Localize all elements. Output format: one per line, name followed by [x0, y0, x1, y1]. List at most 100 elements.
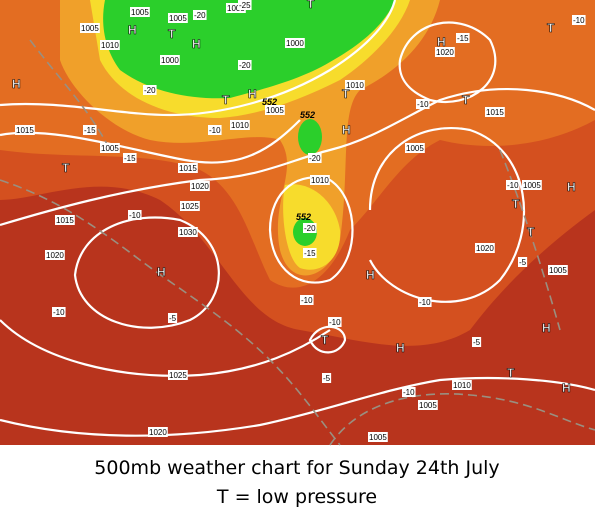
pressure-label: 1005 — [523, 181, 541, 190]
map-labels: 1005100510101005100510001000101510051015… — [12, 0, 586, 442]
pressure-label-box — [285, 38, 305, 48]
pressure-label-box — [190, 181, 210, 191]
temperature-label: -5 — [473, 338, 481, 347]
pressure-label-box — [405, 143, 425, 153]
pressure-label: 1010 — [101, 41, 119, 50]
temperature-label: -5 — [519, 258, 527, 267]
pressure-label: 1005 — [227, 4, 245, 13]
temperature-label: -5 — [169, 314, 177, 323]
pressure-label: 1005 — [169, 14, 187, 23]
pressure-label-box — [168, 13, 188, 23]
temperature-label: -10 — [329, 318, 341, 327]
temperature-label-box — [402, 387, 416, 397]
pressure-label: 1010 — [346, 81, 364, 90]
temperature-label: -25 — [239, 1, 251, 10]
temperature-label: -10 — [417, 100, 429, 109]
temperature-label-box — [303, 223, 317, 233]
pressure-label: 1015 — [179, 164, 197, 173]
pressure-center: H — [562, 381, 571, 395]
pressure-label-box — [310, 175, 330, 185]
pressure-center: H — [342, 123, 351, 137]
pressure-label: 1005 — [419, 401, 437, 410]
temperature-label-box — [456, 33, 470, 43]
temperature-label-box — [238, 60, 252, 70]
temperature-label-box — [303, 248, 317, 258]
pressure-center: H — [567, 180, 576, 194]
pressure-label: 1005 — [549, 266, 567, 275]
temperature-label: -15 — [124, 154, 136, 163]
temperature-label-box — [572, 15, 586, 25]
pressure-center: T — [62, 161, 70, 175]
temperature-label-box — [52, 307, 66, 317]
pressure-label: 1010 — [453, 381, 471, 390]
temperature-label: -10 — [403, 388, 415, 397]
temperature-label-box — [328, 317, 342, 327]
pressure-center: T — [547, 21, 555, 35]
temperature-label-box — [322, 373, 332, 383]
pressure-label: 1020 — [476, 244, 494, 253]
pressure-center: T — [512, 197, 520, 211]
temperature-label: -20 — [304, 224, 316, 233]
pressure-center: T — [222, 93, 230, 107]
pressure-label: 1025 — [181, 202, 199, 211]
pressure-label-box — [368, 432, 388, 442]
temperature-label-box — [418, 297, 432, 307]
thickness-label: 552 — [262, 97, 277, 107]
temperature-label-box — [143, 85, 157, 95]
pressure-label-box — [435, 47, 455, 57]
temperature-label-box — [238, 0, 252, 10]
pressure-label-box — [548, 265, 568, 275]
pressure-center: H — [192, 37, 201, 51]
pressure-label-box — [230, 120, 250, 130]
pressure-label-box — [100, 40, 120, 50]
pressure-label-box — [180, 201, 200, 211]
temperature-label: -5 — [323, 374, 331, 383]
pressure-label: 1010 — [311, 176, 329, 185]
pressure-label-box — [148, 427, 168, 437]
pressure-center: T — [321, 333, 329, 347]
temperature-label: -10 — [301, 296, 313, 305]
temperature-label: -20 — [194, 11, 206, 20]
pressure-label-box — [100, 143, 120, 153]
pressure-label: 1020 — [436, 48, 454, 57]
temperature-label-box — [472, 337, 482, 347]
pressure-center: T — [342, 87, 350, 101]
pressure-label: 1005 — [266, 106, 284, 115]
pressure-center: H — [157, 265, 166, 279]
pressure-label: 1000 — [286, 39, 304, 48]
pressure-label-box — [265, 105, 285, 115]
pressure-label-box — [45, 250, 65, 260]
temperature-label: -15 — [84, 126, 96, 135]
pressure-center: T — [462, 93, 470, 107]
temperature-label-box — [128, 210, 142, 220]
thickness-label: 552 — [296, 212, 311, 222]
temperature-label-box — [506, 180, 520, 190]
pressure-label: 1005 — [406, 144, 424, 153]
temperature-label: -15 — [304, 249, 316, 258]
pressure-label-box — [345, 80, 365, 90]
pressure-label: 1020 — [191, 182, 209, 191]
pressure-label: 1025 — [169, 371, 187, 380]
pressure-label: 1015 — [486, 108, 504, 117]
temperature-label-box — [168, 313, 178, 323]
pressure-center: H — [12, 77, 21, 91]
pressure-center: T — [507, 366, 515, 380]
pressure-label-box — [485, 107, 505, 117]
pressure-label: 1005 — [81, 24, 99, 33]
map-background — [0, 0, 595, 446]
temperature-label: -20 — [144, 86, 156, 95]
pressure-label-box — [452, 380, 472, 390]
caption-line: 500mb weather chart for Sunday 24th July — [94, 457, 499, 479]
temperature-label: -10 — [507, 181, 519, 190]
pressure-label-box — [418, 400, 438, 410]
pressure-label: 1020 — [46, 251, 64, 260]
temperature-label: -15 — [457, 34, 469, 43]
pressure-label-box — [475, 243, 495, 253]
pressure-label-box — [178, 227, 198, 237]
pressure-label-box — [80, 23, 100, 33]
temperature-label-box — [308, 153, 322, 163]
caption-line: T = low pressure — [216, 486, 377, 508]
pressure-center: H — [396, 341, 405, 355]
